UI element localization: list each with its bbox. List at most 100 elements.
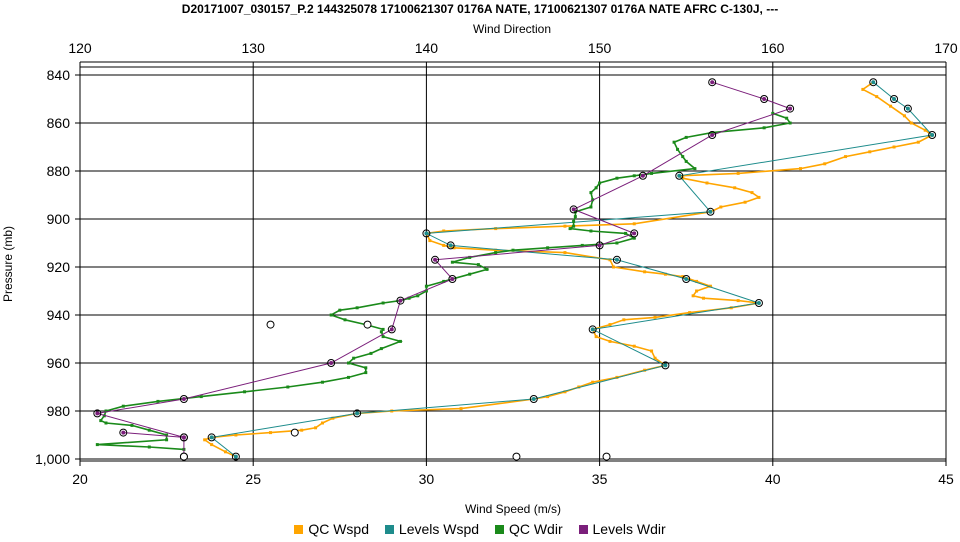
- data-point: [788, 121, 792, 125]
- legend-item-qc-wspd[interactable]: QC Wspd: [294, 521, 369, 537]
- data-point-fill: [905, 106, 910, 111]
- data-point: [396, 296, 405, 305]
- x2-tick-label: 120: [68, 40, 92, 56]
- data-point: [890, 95, 899, 103]
- legend-label: Levels Wdir: [592, 521, 666, 537]
- data-point: [286, 385, 290, 389]
- data-point: [422, 229, 431, 238]
- data-point: [594, 335, 598, 339]
- outlier-point: [602, 452, 611, 461]
- outlier-point: [179, 452, 188, 461]
- data-point: [916, 140, 920, 144]
- data-point-fill: [531, 397, 536, 401]
- data-point: [207, 433, 216, 442]
- data-point: [695, 289, 699, 293]
- data-point: [612, 255, 621, 264]
- data-point: [771, 111, 775, 115]
- x-tick-label: 45: [938, 471, 954, 487]
- legend-label: QC Wdir: [508, 521, 563, 537]
- y-tick-label: 960: [47, 355, 71, 371]
- data-point: [243, 390, 247, 394]
- data-point: [563, 224, 567, 228]
- data-point-fill: [181, 397, 186, 401]
- data-point: [861, 87, 865, 91]
- data-point: [442, 243, 446, 247]
- data-point: [632, 236, 636, 240]
- chart-title: D20171007_030157_P.2 144325078 171006213…: [181, 2, 779, 16]
- data-point: [681, 275, 685, 279]
- data-point: [327, 359, 336, 367]
- series-layer: [93, 78, 937, 461]
- data-point: [902, 114, 906, 118]
- data-point: [199, 395, 203, 399]
- data-point: [844, 155, 848, 159]
- data-point: [147, 445, 151, 449]
- legend-swatch: [384, 525, 394, 534]
- data-point: [573, 215, 577, 219]
- data-point: [705, 181, 709, 185]
- data-point-fill: [433, 257, 438, 262]
- data-point: [572, 219, 576, 223]
- data-point-fill: [590, 327, 595, 332]
- x2-tick-label: 140: [415, 40, 439, 56]
- data-point: [485, 267, 489, 271]
- data-point: [442, 279, 446, 283]
- data-point: [343, 318, 347, 322]
- legend-label: QC Wspd: [308, 521, 370, 537]
- data-point: [676, 147, 680, 151]
- data-point: [165, 438, 169, 442]
- data-point: [622, 318, 626, 322]
- data-point-fill: [640, 173, 645, 178]
- data-point: [757, 195, 761, 199]
- data-point: [329, 313, 333, 317]
- legend-item-levels-wdir[interactable]: Levels Wdir: [578, 521, 666, 537]
- data-point: [675, 171, 684, 180]
- data-point: [928, 131, 937, 139]
- data-point: [234, 433, 238, 437]
- data-point: [630, 229, 639, 238]
- y-tick-label: 880: [47, 163, 71, 179]
- data-point: [179, 433, 188, 442]
- data-point-fill: [389, 327, 394, 332]
- data-point-fill: [756, 301, 761, 305]
- data-point: [733, 186, 737, 190]
- data-point: [608, 258, 612, 262]
- data-point: [364, 366, 368, 370]
- data-point-fill: [181, 435, 186, 440]
- data-point: [300, 428, 304, 432]
- legend-label: Levels Wspd: [398, 521, 480, 537]
- plot-area: [79, 66, 947, 462]
- data-point: [452, 246, 456, 250]
- data-point: [688, 311, 692, 315]
- data-point: [450, 260, 454, 264]
- y-tick-label: 900: [47, 211, 71, 227]
- data-point: [598, 181, 602, 185]
- data-point: [594, 186, 598, 190]
- data-point: [121, 404, 125, 408]
- data-point: [476, 263, 480, 267]
- data-point-fill: [788, 106, 793, 111]
- data-point-fill: [121, 430, 126, 435]
- legend-item-levels-wspd[interactable]: Levels Wspd: [384, 521, 480, 537]
- data-point: [693, 167, 697, 171]
- data-point: [424, 284, 428, 288]
- data-point: [353, 409, 362, 418]
- data-point: [119, 428, 128, 437]
- y-tick-label: 920: [47, 259, 71, 275]
- data-point: [468, 272, 472, 276]
- data-point: [569, 205, 578, 214]
- x-tick-label: 20: [72, 471, 88, 487]
- x-tick-label: 25: [245, 471, 261, 487]
- legend-swatch: [494, 525, 504, 534]
- data-point-fill: [209, 435, 214, 440]
- data-point: [494, 251, 498, 255]
- data-point-fill: [930, 133, 935, 137]
- data-point: [407, 296, 411, 300]
- data-point-fill: [424, 231, 429, 236]
- data-point: [653, 315, 657, 319]
- legend-item-qc-wdir[interactable]: QC Wdir: [494, 521, 563, 537]
- grid-lines: [79, 67, 947, 461]
- data-point: [338, 308, 342, 312]
- data-point: [691, 294, 695, 298]
- legend-swatch: [294, 525, 304, 534]
